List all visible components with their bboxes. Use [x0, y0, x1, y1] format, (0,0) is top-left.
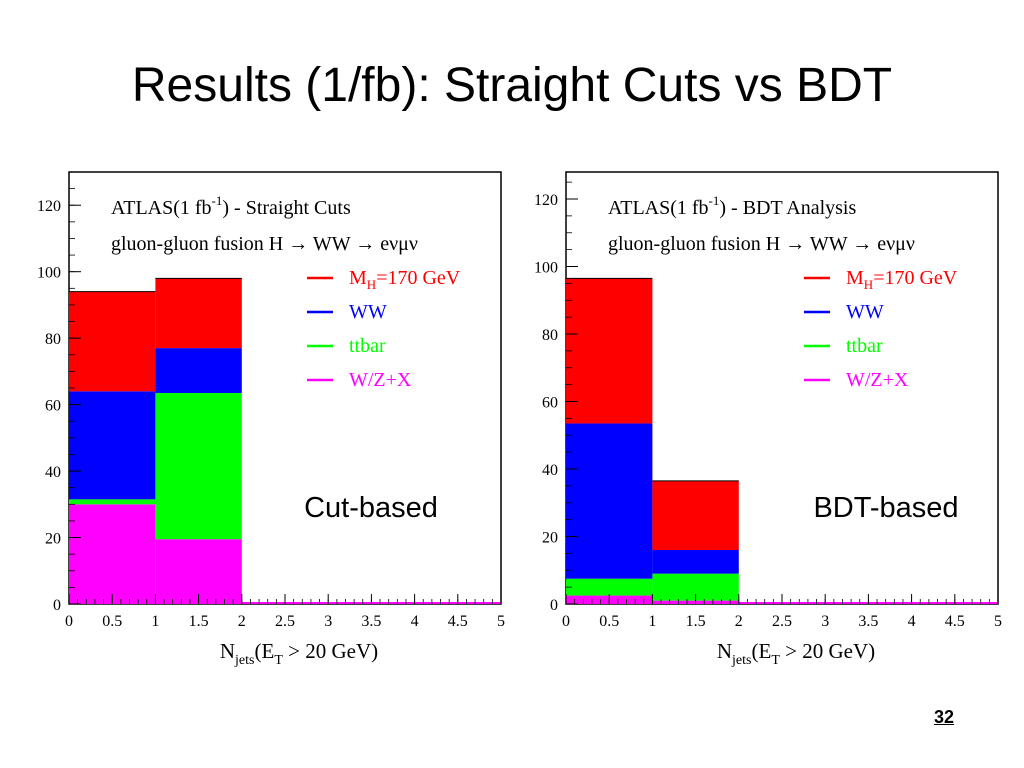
chart-title: ATLAS(1 fb-1) - BDT Analysis: [608, 193, 856, 219]
bar-ww-bin-0: [69, 391, 156, 500]
x-tick-label: 5: [994, 613, 1002, 630]
x-tick-label: 2: [238, 613, 246, 630]
x-tick-label: 0.5: [599, 613, 619, 630]
bar-ww-bin-0: [566, 423, 653, 579]
legend-entry: ttbar: [349, 335, 386, 357]
slide-title: Results (1/fb): Straight Cuts vs BDT: [131, 59, 893, 112]
bar-ww-bin-1: [155, 348, 242, 393]
x-tick-label: 4.5: [448, 613, 468, 630]
bar-ttbar-bin-0: [69, 499, 156, 505]
x-tick-label: 2: [735, 613, 743, 630]
y-tick-label: 60: [45, 398, 61, 415]
y-tick-label: 80: [542, 327, 558, 344]
chart-straight-cuts: 0 0.5 1 1.5 2 2.5 3 3.5 4 4.5 5 0 20 40 60 80 100 120 ATLA…: [37, 171, 505, 668]
x-tick-label: 4: [908, 613, 916, 630]
bar-mh-170-gev-bin-1: [652, 480, 739, 550]
x-axis-label: Njets(ET > 20 GeV): [220, 639, 378, 668]
chart-subtitle: gluon-gluon fusion H → WW → eνμν: [608, 233, 915, 255]
bar-mh-170-gev-bin-0: [69, 291, 156, 392]
x-axis-label: Njets(ET > 20 GeV): [717, 639, 875, 668]
analysis-label: Cut-based: [304, 492, 438, 524]
legend-entry: MH=170 GeV: [349, 267, 461, 292]
x-tick-label: 1: [648, 613, 656, 630]
chart-title: ATLAS(1 fb-1) - Straight Cuts: [111, 193, 351, 219]
legend-entry: MH=170 GeV: [846, 267, 958, 292]
y-tick-label: 60: [542, 395, 558, 412]
x-tick-label: 0.5: [102, 613, 122, 630]
legend-entry: WW: [349, 301, 387, 323]
y-tick-label: 0: [550, 597, 558, 614]
bar-w-z-x-bin-1: [155, 539, 242, 604]
x-tick-label: 3: [821, 613, 829, 630]
x-tick-label: 4: [411, 613, 419, 630]
bar-w-z-x-bin-0: [69, 504, 156, 604]
x-tick-label: 1.5: [189, 613, 209, 630]
x-tick-label: 4.5: [945, 613, 965, 630]
x-tick-label: 2.5: [275, 613, 295, 630]
y-tick-label: 120: [534, 192, 558, 209]
y-tick-label: 20: [45, 531, 61, 548]
x-tick-label: 1.5: [686, 613, 706, 630]
x-tick-label: 5: [497, 613, 505, 630]
bar-mh-170-gev-bin-1: [155, 278, 242, 349]
legend-entry: WW: [846, 301, 884, 323]
bar-mh-170-gev-bin-0: [566, 278, 653, 424]
bar-ww-bin-1: [652, 550, 739, 574]
legend-entry: W/Z+X: [349, 369, 412, 391]
x-tick-label: 3.5: [858, 613, 878, 630]
legend-entry: W/Z+X: [846, 369, 909, 391]
y-tick-label: 0: [53, 597, 61, 614]
x-tick-label: 1: [151, 613, 159, 630]
legend-entry: ttbar: [846, 335, 883, 357]
analysis-label: BDT-based: [813, 492, 958, 524]
x-tick-label: 2.5: [772, 613, 792, 630]
x-tick-label: 0: [562, 613, 570, 630]
x-tick-label: 3.5: [361, 613, 381, 630]
x-tick-label: 3: [324, 613, 332, 630]
y-tick-label: 40: [542, 462, 558, 479]
bar-ttbar-bin-1: [155, 392, 242, 540]
page-number: 32: [934, 707, 955, 727]
y-tick-label: 20: [542, 530, 558, 547]
y-tick-label: 100: [37, 265, 61, 282]
chart-subtitle: gluon-gluon fusion H → WW → eνμν: [111, 233, 418, 255]
y-tick-label: 120: [37, 198, 61, 215]
chart-bdt-analysis: 0 0.5 1 1.5 2 2.5 3 3.5 4 4.5 5 0 20 40 60 80 100 120 ATLA…: [534, 171, 1002, 668]
y-tick-label: 100: [534, 260, 558, 277]
x-tick-label: 0: [65, 613, 73, 630]
y-tick-label: 80: [45, 331, 61, 348]
bar-ttbar-bin-0: [566, 578, 653, 596]
y-tick-label: 40: [45, 464, 61, 481]
